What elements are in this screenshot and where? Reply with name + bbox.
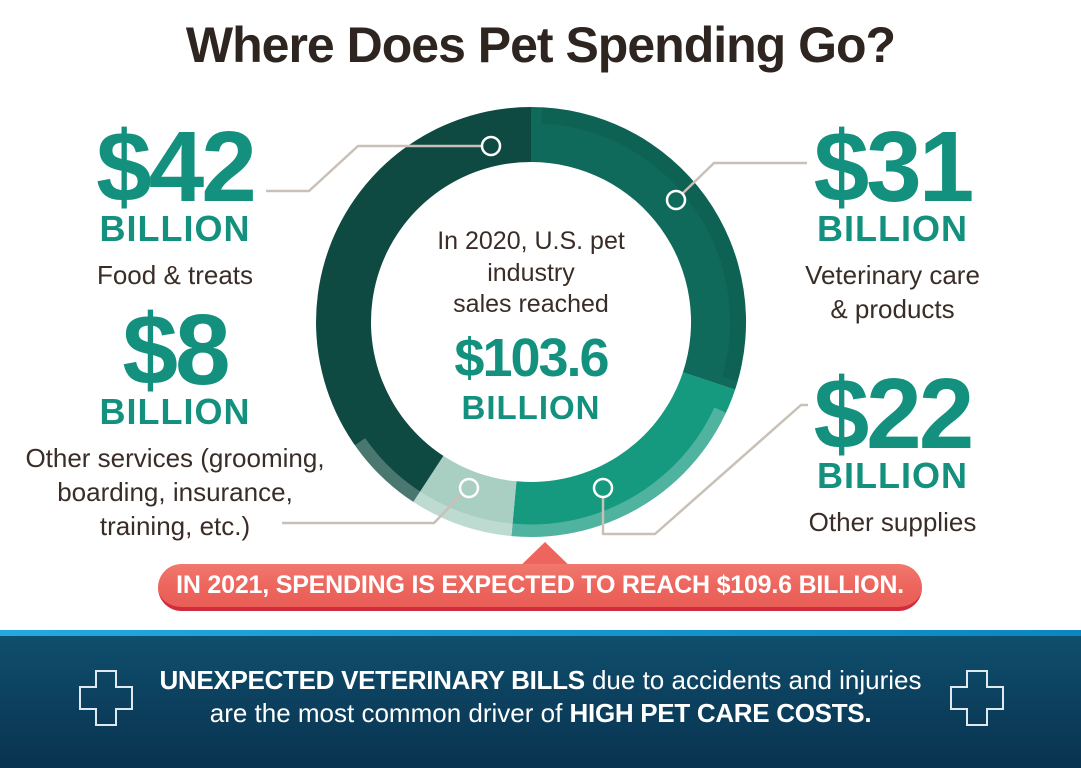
leader-dot-food — [480, 135, 502, 157]
center-caption: In 2020, U.S. pet industry sales reached — [437, 227, 625, 318]
callout-other-supplies: $22 BILLION Other supplies — [775, 358, 1010, 540]
footer-line1-rest: due to accidents and injuries — [584, 665, 922, 695]
footer-line1-bold: UNEXPECTED VETERINARY BILLS — [159, 665, 585, 695]
footer-accent-strip — [0, 630, 1081, 636]
leader-dot-services — [458, 477, 480, 499]
amount-value: $42 — [96, 111, 257, 223]
footer-line2-lead: are the most common driver of — [209, 698, 570, 728]
callout-label: Other supplies — [808, 507, 977, 537]
leader-line-food — [266, 144, 481, 193]
footer-line-1: UNEXPECTED VETERINARY BILLS due to accid… — [0, 664, 1081, 697]
amount-value: $31 — [813, 111, 975, 223]
callout-food-treats: $42 BILLION Food & treats — [40, 111, 310, 293]
footer-line2-bold: HIGH PET CARE COSTS. — [569, 698, 872, 728]
leader-dot-veterinary — [665, 189, 687, 211]
callout-veterinary: $31 BILLION Veterinary care & products — [775, 111, 1010, 327]
donut-center-label: In 2020, U.S. pet industry sales reached… — [406, 226, 656, 424]
leader-line-veterinary — [682, 161, 807, 194]
donut-segment-3 — [316, 107, 531, 502]
donut-segment-0 — [531, 106, 747, 390]
amount-unit: BILLION — [99, 208, 251, 249]
amount-unit: BILLION — [99, 391, 251, 432]
donut-highlight-arc — [354, 407, 727, 538]
footer-text: UNEXPECTED VETERINARY BILLS due to accid… — [0, 664, 1081, 730]
leader-lines — [266, 144, 808, 536]
callout-label: Other services (grooming, boarding, insu… — [25, 443, 325, 541]
footer-line-2: are the most common driver of HIGH PET C… — [0, 697, 1081, 730]
amount-value: $22 — [813, 358, 975, 470]
leader-dot-supplies — [592, 477, 614, 499]
donut-segment-1 — [511, 372, 736, 537]
callout-label: Food & treats — [96, 260, 254, 290]
center-total-unit: BILLION — [461, 388, 601, 426]
page-title: Where Does Pet Spending Go? — [185, 17, 896, 73]
callout-label: Veterinary care & products — [805, 260, 980, 324]
amount-value: $8 — [122, 294, 230, 406]
donut-shadow-arc — [541, 107, 746, 382]
projection-banner: IN 2021, SPENDING IS EXPECTED TO REACH $… — [158, 564, 922, 611]
medical-cross-icon — [950, 670, 1004, 726]
leader-line-services — [282, 494, 462, 525]
amount-unit: BILLION — [817, 208, 968, 249]
leader-line-supplies — [601, 403, 808, 536]
amount-unit: BILLION — [817, 455, 968, 496]
footer-band: UNEXPECTED VETERINARY BILLS due to accid… — [0, 630, 1081, 768]
medical-cross-icon — [79, 670, 133, 726]
center-total-value: $103.6 — [454, 327, 609, 388]
leader-dots — [458, 135, 687, 499]
callout-other-services: $8 BILLION Other services (grooming, boa… — [15, 294, 335, 543]
